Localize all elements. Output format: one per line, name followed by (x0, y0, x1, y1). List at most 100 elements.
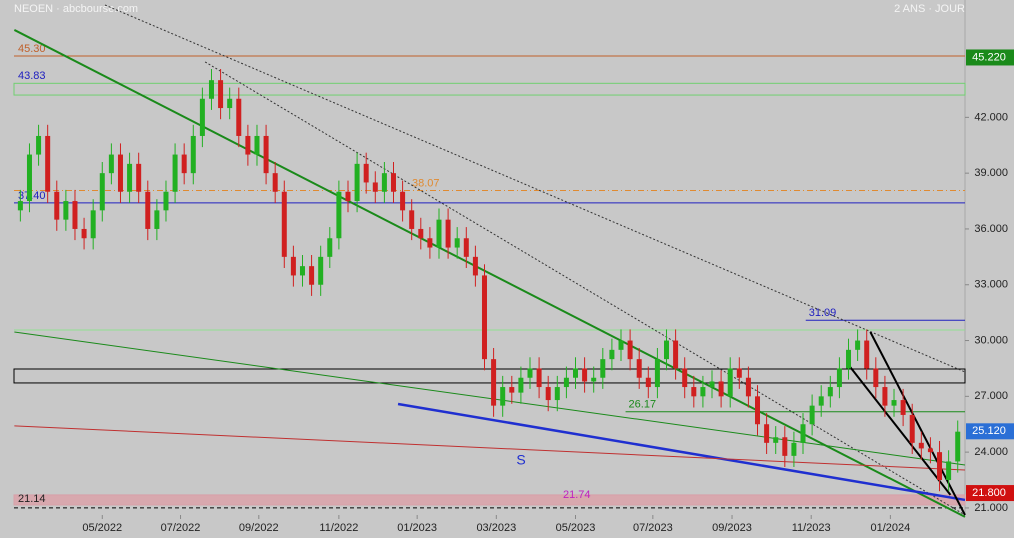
trendline (14, 331, 966, 466)
y-tick-label: 42.000 (974, 111, 1008, 123)
candle-body (63, 201, 69, 220)
candle-body (345, 191, 351, 202)
x-tick-label: 07/2022 (161, 522, 201, 534)
candle-body (827, 387, 833, 397)
candle-body (172, 154, 178, 192)
level-label: 26.17 (629, 399, 657, 411)
candle-body (154, 210, 160, 229)
y-tick-label: 24.000 (974, 446, 1008, 458)
candle-body (600, 359, 606, 378)
candle-body (791, 442, 797, 456)
candle-body (354, 163, 360, 202)
candle-body (281, 191, 287, 257)
zone-label: 21.14 (18, 493, 46, 505)
candle-body (245, 135, 251, 155)
y-tick-label: 39.000 (974, 167, 1008, 179)
candle-body (90, 210, 96, 239)
candle-body (26, 154, 32, 202)
candle-body (163, 191, 169, 211)
chart-subtitle: 2 ANS · JOUR (894, 3, 965, 15)
zone (13, 368, 966, 384)
candle-body (290, 256, 296, 276)
candle-body (199, 98, 205, 136)
candle-body (409, 210, 415, 229)
candle-body (136, 163, 142, 192)
candle-body (509, 387, 515, 393)
candle-body (17, 201, 23, 211)
candle-body (254, 135, 260, 155)
candle-body (336, 191, 342, 239)
price-tag-label: 25.120 (972, 425, 1006, 437)
y-tick-label: 30.000 (974, 334, 1008, 346)
candle-body (618, 340, 624, 350)
level-label: 45.30 (18, 43, 46, 55)
candle-body (190, 135, 196, 174)
candle-body (263, 135, 269, 174)
candle-body (709, 381, 715, 388)
candle-body (800, 424, 806, 443)
candle-body (946, 461, 952, 481)
candle-body (682, 368, 688, 388)
candle-body (481, 275, 487, 360)
wave-label: S (516, 452, 525, 468)
candle-body (627, 340, 633, 360)
y-tick-label: 33.000 (974, 279, 1008, 291)
candle-body (363, 163, 369, 183)
candle-body (582, 368, 588, 382)
candle-body (463, 238, 469, 257)
candle-body (218, 80, 224, 109)
zone (13, 82, 966, 96)
price-tag (966, 423, 1014, 440)
chart-title: NEOEN · abcbourse.com (14, 3, 138, 15)
candle-body (836, 368, 842, 388)
candle-body (755, 396, 761, 425)
candle-body (918, 442, 924, 449)
candle-body (700, 387, 706, 397)
trendline (397, 402, 966, 502)
candle-body (554, 387, 560, 401)
price-tag-label: 21.800 (972, 487, 1006, 499)
candle-body (691, 387, 697, 397)
candle-body (864, 340, 870, 369)
candle-body (873, 368, 879, 388)
candle-body (937, 452, 943, 481)
candle-body (673, 340, 679, 369)
candle-body (664, 340, 670, 360)
x-tick-label: 05/2023 (556, 522, 596, 534)
candle-body (227, 98, 233, 109)
candle-body (818, 396, 824, 406)
candle-body (909, 414, 915, 443)
candle-body (518, 377, 524, 393)
x-tick-label: 03/2023 (476, 522, 516, 534)
candle-body (145, 191, 151, 229)
candle-body (536, 368, 542, 388)
candle-body (36, 135, 42, 155)
candle-body (236, 98, 242, 136)
candle-body (764, 424, 770, 443)
y-tick-label: 21.000 (974, 502, 1008, 514)
candle-body (527, 368, 533, 378)
candle-body (54, 191, 60, 220)
candle-body (372, 182, 378, 192)
candle-body (472, 256, 478, 276)
candle-body (609, 349, 615, 360)
candle-body (181, 154, 187, 174)
price-tag (966, 485, 1014, 502)
candle-body (855, 340, 861, 350)
trendline (847, 364, 952, 496)
x-tick-label: 11/2022 (319, 522, 358, 534)
candle-body (645, 377, 651, 388)
candle-body (900, 400, 906, 415)
trendline (869, 331, 966, 516)
candle-body (727, 368, 733, 397)
candle-body (736, 368, 742, 378)
zone-note: 21.74 (563, 489, 591, 501)
candle-body (773, 437, 779, 443)
trendline (204, 61, 966, 516)
level-label: 31.09 (809, 307, 837, 319)
candle-body (955, 431, 961, 462)
candle-body (45, 135, 51, 192)
candle-body (318, 256, 324, 285)
candle-body (127, 163, 133, 192)
candle-body (500, 387, 506, 406)
